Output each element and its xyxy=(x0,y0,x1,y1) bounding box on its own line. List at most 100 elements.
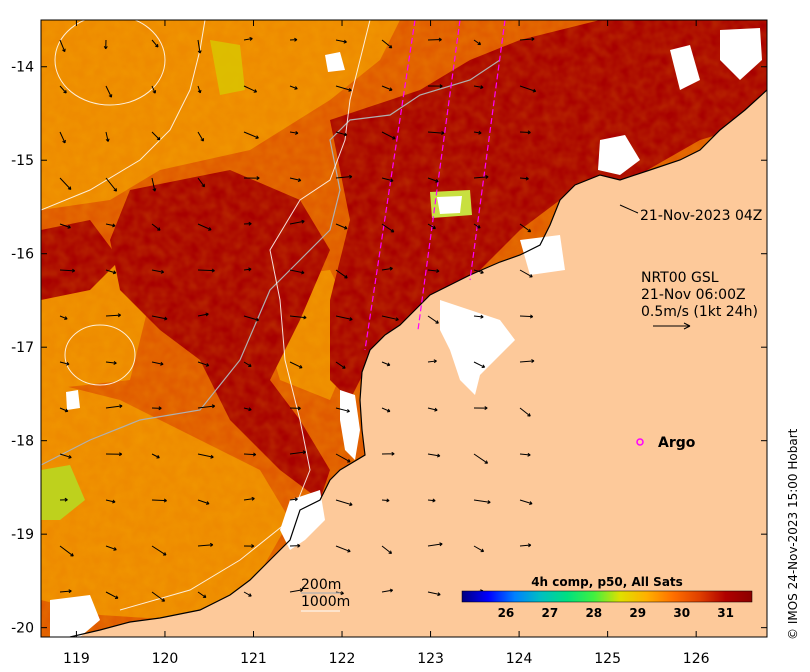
current-arrow xyxy=(243,267,252,272)
isobath-1000-label: 1000m xyxy=(301,594,350,610)
current-arrow xyxy=(427,177,439,183)
y-tick-label: -15 xyxy=(11,153,34,169)
colorbar-tick-label: 27 xyxy=(542,606,559,620)
current-arrow xyxy=(335,269,348,279)
current-arrow xyxy=(381,545,393,554)
current-arrow xyxy=(427,269,440,273)
current-arrow xyxy=(59,315,68,320)
current-arrow xyxy=(519,499,533,505)
current-arrow xyxy=(243,315,260,322)
no-data-patches xyxy=(50,28,762,637)
y-axis: -14 -15 -16 -17 -18 -19 -20 xyxy=(11,60,767,637)
current-arrow xyxy=(427,498,436,503)
current-arrow xyxy=(59,453,72,459)
current-arrow xyxy=(519,37,535,42)
current-arrow xyxy=(151,406,162,411)
current-arrow xyxy=(243,36,253,41)
x-tick-label: 125 xyxy=(594,651,621,667)
current-arrow xyxy=(151,177,157,192)
current-arrow xyxy=(427,315,439,324)
current-arrow xyxy=(105,545,117,551)
current-arrow xyxy=(335,131,348,137)
current-arrow xyxy=(473,499,491,504)
current-arrow xyxy=(381,266,393,271)
current-arrow xyxy=(473,406,488,411)
current-arrow xyxy=(335,407,350,413)
current-arrow xyxy=(105,269,117,275)
current-arrow xyxy=(243,407,252,412)
current-arrow xyxy=(381,39,393,49)
current-arrow xyxy=(59,131,66,144)
y-tick-label: -16 xyxy=(11,247,34,263)
current-arrow xyxy=(473,361,486,369)
current-arrow xyxy=(381,131,396,140)
current-arrow xyxy=(335,39,347,44)
current-scale-label: 0.5m/s (1kt 24h) xyxy=(641,304,758,320)
cool-patch xyxy=(210,40,245,95)
current-arrow xyxy=(473,223,481,229)
current-arrow xyxy=(197,85,202,94)
current-arrow xyxy=(197,404,216,409)
eddy-contour xyxy=(54,20,166,106)
current-arrow xyxy=(473,85,484,90)
land-mass xyxy=(70,90,767,637)
current-arrow xyxy=(151,223,161,231)
current-arrow xyxy=(473,269,484,274)
map-field xyxy=(41,20,767,637)
current-arrow xyxy=(335,499,353,507)
current-arrow xyxy=(427,591,441,597)
current-arrow xyxy=(105,404,123,409)
current-arrow xyxy=(197,39,202,54)
current-arrow xyxy=(59,177,72,190)
current-arrow xyxy=(519,359,535,364)
current-arrow xyxy=(151,131,161,141)
credit-text: © IMOS 24-Nov-2023 15:00 Hobart xyxy=(786,428,800,640)
x-tick-label: 124 xyxy=(506,651,533,667)
current-arrow xyxy=(289,450,306,455)
colorbar-tick-label: 28 xyxy=(585,606,602,620)
current-arrow xyxy=(381,223,395,233)
current-arrow xyxy=(289,130,299,135)
x-tick-label: 126 xyxy=(683,651,710,667)
current-arrow xyxy=(105,313,121,318)
current-arrow xyxy=(335,361,346,369)
cool-patch xyxy=(41,465,85,520)
colorbar: 4h comp, p50, All Sats 26 27 28 29 30 31 xyxy=(461,575,753,620)
current-arrow xyxy=(197,268,215,273)
current-arrow xyxy=(243,131,259,139)
current-arrow xyxy=(151,453,160,459)
current-arrow xyxy=(197,453,214,459)
isobath-200m xyxy=(41,59,501,466)
current-arrow xyxy=(103,39,108,50)
current-time-label: 21-Nov 06:00Z xyxy=(641,287,746,303)
current-arrow xyxy=(335,223,348,230)
x-axis: 119 120 121 122 123 124 125 126 xyxy=(63,20,710,667)
current-arrow xyxy=(519,543,532,548)
colorbar-gradient xyxy=(461,590,753,603)
current-arrow xyxy=(519,452,531,457)
current-arrow xyxy=(59,407,69,413)
current-arrow xyxy=(473,39,482,46)
current-arrow xyxy=(427,37,442,42)
current-arrow xyxy=(243,496,255,501)
y-tick-label: -18 xyxy=(11,434,34,450)
colorbar-tick-label: 30 xyxy=(673,606,690,620)
current-arrow xyxy=(289,588,304,593)
current-arrow xyxy=(243,176,260,181)
map-frame xyxy=(40,19,768,638)
current-arrow xyxy=(519,314,534,319)
current-arrow xyxy=(59,497,68,502)
current-arrow xyxy=(519,407,531,417)
current-arrow xyxy=(473,175,489,179)
current-arrow xyxy=(381,361,391,367)
x-tick-label: 122 xyxy=(329,651,356,667)
pass-pointer xyxy=(619,204,639,214)
current-arrow xyxy=(427,407,438,412)
current-arrow xyxy=(381,451,395,456)
colorbar-title: 4h comp, p50, All Sats xyxy=(531,575,683,589)
current-arrow xyxy=(289,406,301,411)
current-arrow xyxy=(473,314,484,319)
current-arrow xyxy=(197,223,212,231)
current-arrow xyxy=(381,85,393,92)
